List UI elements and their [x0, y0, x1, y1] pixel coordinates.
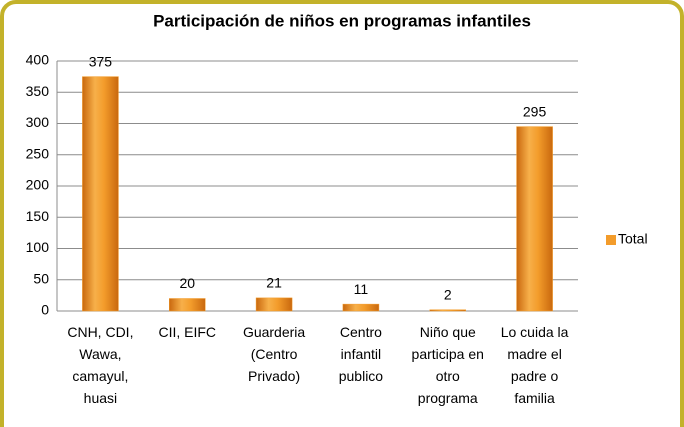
data-label: 20: [179, 275, 195, 291]
x-tick-label: Guarderia (Centro Privado): [243, 324, 305, 384]
bar: [82, 76, 119, 312]
x-tick-label: Centro infantil publico: [339, 324, 384, 384]
bar: [169, 298, 206, 312]
y-tick-label: 250: [26, 145, 50, 161]
bar: [342, 303, 380, 312]
x-tick-label: CNH, CDI, Wawa, camayul, huasi: [67, 324, 133, 406]
y-tick-label: 50: [33, 270, 49, 286]
legend-label: Total: [618, 231, 648, 247]
y-tick-label: 200: [26, 177, 50, 193]
bar: [429, 309, 466, 312]
data-label: 2: [444, 286, 452, 302]
y-tick-label: 150: [26, 208, 50, 224]
data-label: 11: [354, 281, 369, 297]
data-label: 375: [89, 53, 113, 69]
y-tick-label: 0: [41, 302, 49, 318]
data-label: 295: [523, 103, 547, 119]
legend-swatch: [606, 235, 616, 245]
bar: [516, 126, 553, 312]
y-tick-label: 400: [26, 52, 50, 68]
y-tick-label: 350: [26, 83, 50, 99]
y-tick-label: 300: [26, 114, 50, 130]
x-tick-label: CII, EIFC: [158, 324, 216, 340]
y-tick-label: 100: [26, 239, 50, 255]
x-tick-label: Lo cuida la madre el padre o familia: [501, 324, 569, 406]
chart-title: Participación de niños en programas infa…: [153, 11, 531, 30]
bar: [255, 297, 293, 312]
data-label: 21: [266, 275, 282, 291]
x-tick-label: Niño que participa en otro programa: [412, 324, 484, 406]
